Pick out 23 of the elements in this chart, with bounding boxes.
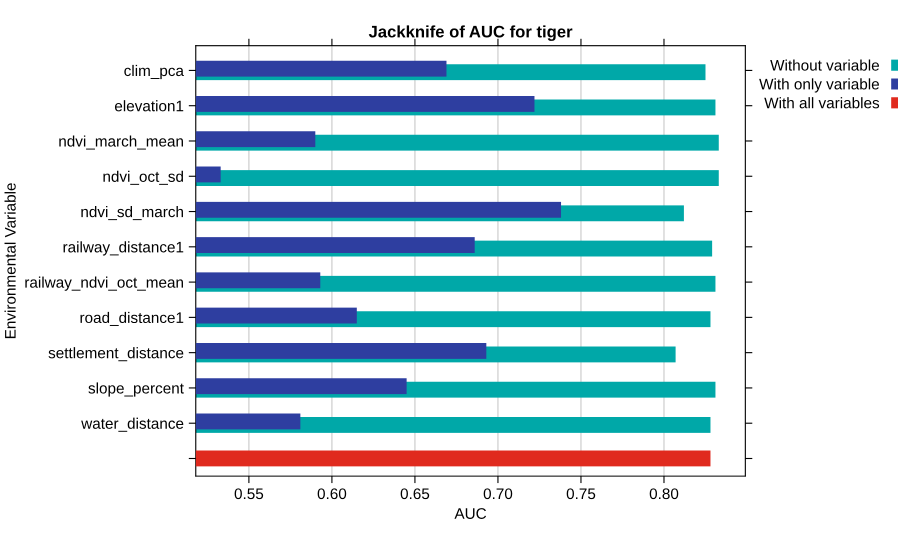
chart-title: Jackknife of AUC for tiger bbox=[368, 25, 572, 41]
x-axis-title: AUC bbox=[454, 508, 486, 519]
legend-label: With only variable bbox=[759, 78, 879, 93]
y-tick-label: ndvi_oct_sd bbox=[103, 170, 183, 185]
legend-label: Without variable bbox=[770, 59, 879, 71]
y-tick-label: slope_percent bbox=[88, 382, 184, 397]
x-tick-label: 0.70 bbox=[484, 488, 512, 500]
y-tick-label: clim_pca bbox=[124, 64, 184, 80]
x-tick-label: 0.80 bbox=[650, 488, 678, 500]
y-tick-label: ndvi_march_mean bbox=[59, 135, 183, 150]
x-tick-label: 0.55 bbox=[234, 488, 264, 500]
y-axis-title: Environmental Variable bbox=[4, 183, 16, 338]
y-tick-label: ndvi_sd_march bbox=[81, 206, 183, 220]
legend-label: With all variables bbox=[764, 97, 880, 108]
y-tick-label: railway_distance1 bbox=[64, 241, 184, 256]
x-tick-label: 0.60 bbox=[318, 488, 346, 500]
x-tick-label: 0.75 bbox=[566, 488, 596, 500]
y-tick-label: road_distance1 bbox=[80, 312, 184, 326]
x-tick-label: 0.65 bbox=[400, 488, 430, 500]
y-tick-label: water_distance bbox=[81, 418, 184, 432]
y-tick-label: railway_ndvi_oct_mean bbox=[25, 276, 183, 291]
y-tick-label: elevation1 bbox=[114, 100, 184, 112]
y-tick-label: settlement_distance bbox=[48, 347, 184, 362]
